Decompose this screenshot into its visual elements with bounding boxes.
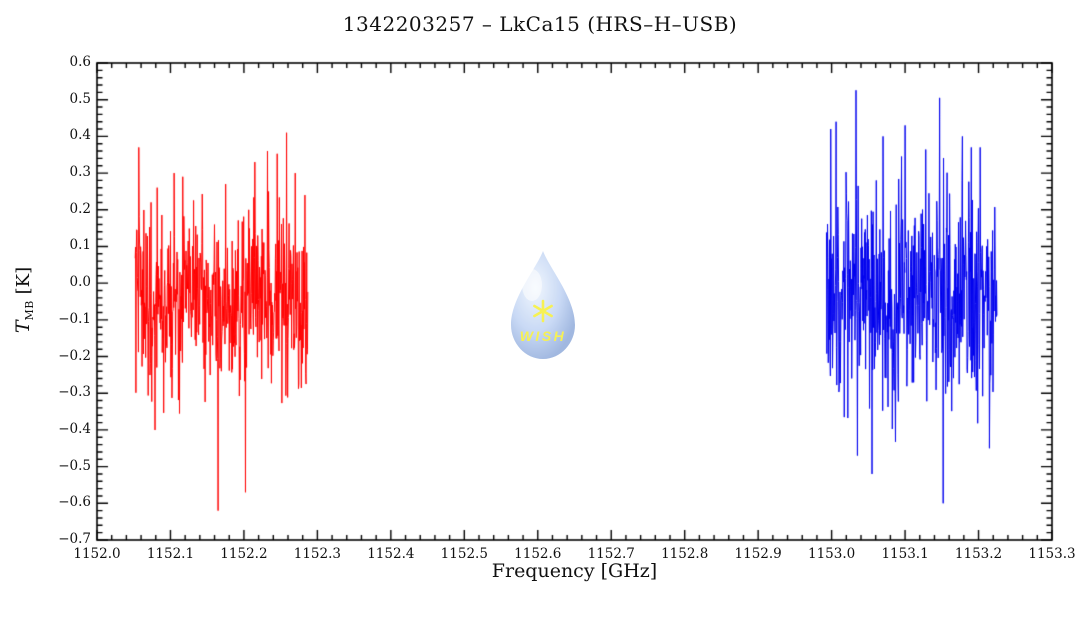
y-axis-subscript: MB	[23, 300, 36, 321]
y-tick-label: −0.3	[58, 384, 91, 401]
x-tick-label: 1152.6	[514, 546, 562, 562]
y-tick-label: 0.5	[69, 90, 91, 107]
x-tick-label: 1153.1	[881, 546, 929, 562]
y-tick-label: 0.3	[69, 164, 91, 181]
x-tick-label: 1152.4	[367, 546, 415, 562]
y-tick-label: −0.2	[58, 347, 91, 364]
wish-watermark-logo: WISH	[511, 251, 575, 359]
x-tick-label: 1152.0	[73, 546, 121, 562]
y-axis-unit: [K]	[13, 266, 34, 301]
y-tick-label: −0.5	[58, 457, 91, 474]
x-tick-label: 1153.0	[807, 546, 856, 562]
x-tick-label: 1152.5	[440, 546, 488, 562]
x-tick-label: 1153.2	[954, 546, 1003, 562]
x-tick-label: 1153.3	[1028, 546, 1076, 562]
y-tick-label: 0.4	[69, 127, 91, 144]
star-icon	[533, 299, 553, 323]
y-tick-label: −0.7	[58, 531, 91, 547]
x-axis-label: Frequency [GHz]	[491, 560, 658, 582]
y-tick-label: −0.1	[58, 310, 91, 327]
x-tick-label: 1152.1	[146, 546, 195, 562]
x-tick-label: 1152.9	[734, 546, 782, 562]
x-tick-label: 1152.7	[587, 546, 635, 562]
y-tick-label: −0.6	[58, 494, 91, 511]
y-axis-symbol: T	[12, 320, 34, 334]
plot-title: 1342203257 – LkCa15 (HRS–H–USB)	[342, 12, 738, 36]
y-tick-label: 0.6	[69, 54, 91, 70]
x-tick-label: 1152.8	[661, 546, 709, 562]
y-tick-label: 0.1	[69, 237, 91, 254]
wish-text: WISH	[520, 328, 567, 344]
drop-highlight	[522, 269, 542, 301]
x-tick-label: 1152.3	[293, 546, 341, 562]
y-tick-label: −0.4	[58, 420, 91, 437]
y-tick-label: 0.0	[69, 274, 91, 291]
y-tick-label: 0.2	[69, 200, 91, 217]
y-axis-label: TMB [K]	[12, 220, 38, 380]
x-tick-label: 1152.2	[220, 546, 268, 562]
